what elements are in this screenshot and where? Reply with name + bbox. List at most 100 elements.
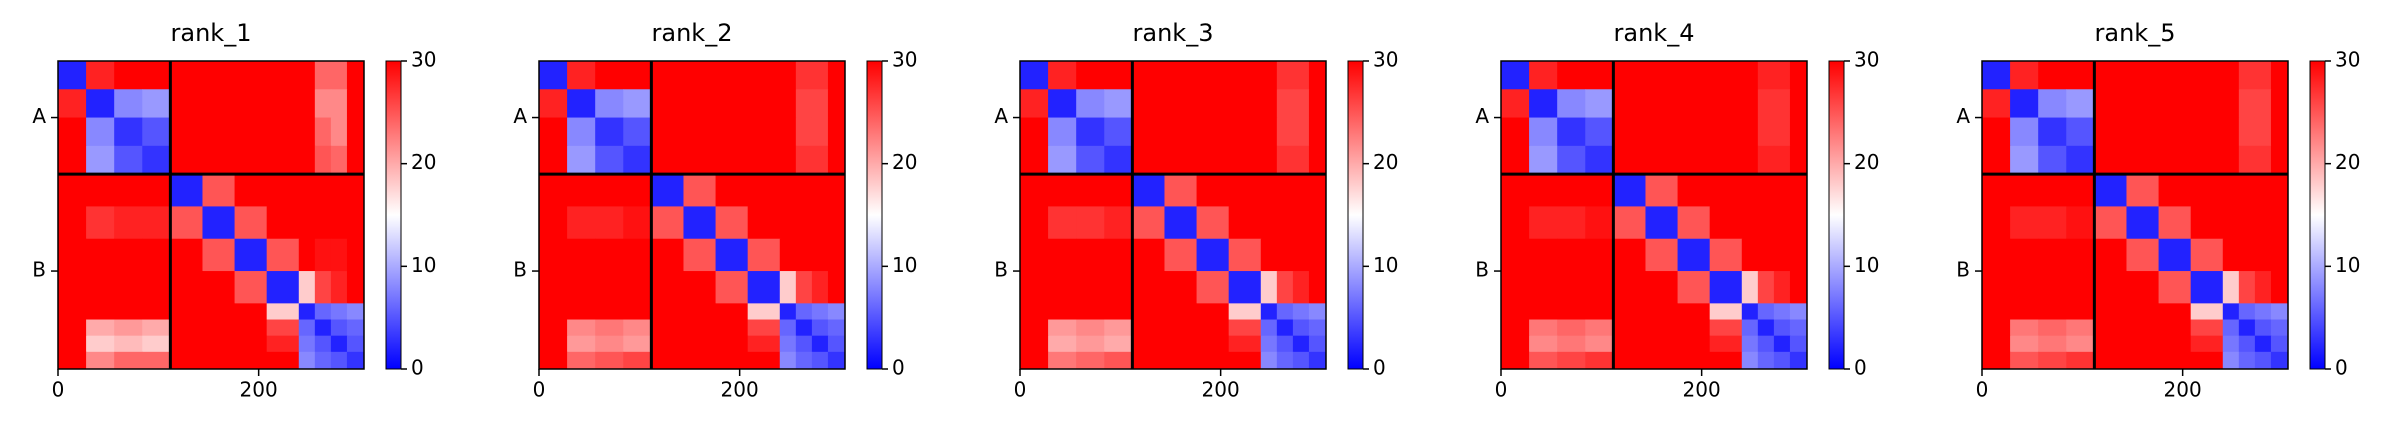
heatmap-cell xyxy=(2254,174,2272,207)
heatmap-cell xyxy=(1292,351,1310,370)
heatmap-cell xyxy=(1501,117,1530,147)
heatmap-cell xyxy=(1132,238,1165,272)
heatmap-cell xyxy=(1076,206,1105,240)
heatmap-cell xyxy=(298,351,316,370)
heatmap-cell xyxy=(2094,335,2127,353)
heatmap-cell xyxy=(1757,174,1775,207)
heatmap-cell xyxy=(266,61,300,90)
heatmap-cell xyxy=(346,89,365,119)
heatmap-cell xyxy=(1529,174,1558,207)
heatmap-cell xyxy=(330,351,348,370)
heatmap-cell xyxy=(202,145,236,175)
heatmap-cell xyxy=(827,335,846,353)
heatmap-cell xyxy=(1645,117,1679,147)
heatmap-cell xyxy=(314,117,332,147)
heatmap-cell xyxy=(1773,238,1791,272)
heatmap-cell xyxy=(298,145,316,175)
heatmap-cell xyxy=(827,303,846,321)
heatmap-cell xyxy=(1982,319,2011,337)
colorbar-tick-label: 30 xyxy=(1854,48,1879,72)
heatmap-cell xyxy=(1741,206,1759,240)
heatmap-cell xyxy=(234,271,268,304)
heatmap-cell xyxy=(539,351,568,370)
heatmap-cell xyxy=(595,117,624,147)
heatmap-cell xyxy=(623,238,652,272)
heatmap-cell xyxy=(1276,303,1294,321)
heatmap-cell xyxy=(1076,174,1105,207)
heatmap-cell xyxy=(1613,117,1646,147)
heatmap-cell xyxy=(1757,319,1775,337)
heatmap-cell xyxy=(1741,335,1759,353)
heatmap-cell xyxy=(1196,61,1230,90)
heatmap-cell xyxy=(142,319,171,337)
heatmap-cell xyxy=(2126,89,2160,119)
heatmap-cell xyxy=(202,117,236,147)
heatmap-cell xyxy=(567,238,596,272)
heatmap-cell xyxy=(1773,271,1791,304)
heatmap-cell xyxy=(142,271,171,304)
heatmap-cell xyxy=(1104,89,1133,119)
heatmap-cell xyxy=(346,351,365,370)
heatmap-cell xyxy=(202,319,236,337)
heatmap-cell xyxy=(2038,335,2067,353)
heatmap-cell xyxy=(2238,174,2256,207)
colorbar-tick-label: 10 xyxy=(1854,253,1879,277)
heatmap-cell xyxy=(1104,271,1133,304)
heatmap-cell xyxy=(2066,303,2095,321)
heatmap-cell xyxy=(330,303,348,321)
heatmap-cell xyxy=(142,89,171,119)
heatmap-cell xyxy=(2066,238,2095,272)
heatmap-cell xyxy=(1773,335,1791,353)
heatmap-cell xyxy=(1048,335,1077,353)
heatmap-cell xyxy=(298,271,316,304)
heatmap-cell xyxy=(2222,89,2240,119)
heatmap-cell xyxy=(1276,174,1294,207)
heatmap-cell xyxy=(811,351,829,370)
heatmap-cell xyxy=(86,174,115,207)
heatmap-cell xyxy=(1709,335,1743,353)
heatmap-cell xyxy=(1585,174,1614,207)
heatmap-cell xyxy=(1982,145,2011,175)
heatmap-cell xyxy=(1557,303,1586,321)
heatmap-cell xyxy=(1308,303,1327,321)
heatmap-cell xyxy=(1076,351,1105,370)
heatmap-cell xyxy=(623,174,652,207)
heatmap-cell xyxy=(1645,61,1679,90)
heatmap-cell xyxy=(2010,89,2039,119)
colorbar-tick-label: 20 xyxy=(2335,150,2360,174)
heatmap-cell xyxy=(715,61,749,90)
heatmap-cell xyxy=(1557,351,1586,370)
heatmap-cell xyxy=(2270,335,2289,353)
heatmap-cell xyxy=(2238,303,2256,321)
heatmap-cell xyxy=(1501,61,1530,90)
heatmap-cell xyxy=(1585,303,1614,321)
heatmap-cell xyxy=(1709,351,1743,370)
heatmap-cell xyxy=(795,319,813,337)
heatmap-cell xyxy=(114,117,143,147)
heatmap-cell xyxy=(142,206,171,240)
y-tick-label: A xyxy=(32,104,46,128)
heatmap-cell xyxy=(2238,238,2256,272)
heatmap-cell xyxy=(1104,206,1133,240)
heatmap-cell xyxy=(827,351,846,370)
heatmap-cell xyxy=(1276,89,1294,119)
colorbar-tick-label: 20 xyxy=(411,150,436,174)
heatmap-cell xyxy=(1585,271,1614,304)
colorbar xyxy=(385,60,402,370)
heatmap-cell xyxy=(2126,319,2160,337)
heatmap-cell xyxy=(1773,319,1791,337)
heatmap-cell xyxy=(1260,238,1278,272)
heatmap-cell xyxy=(2190,145,2224,175)
y-tick-label: B xyxy=(32,258,46,282)
heatmap-cell xyxy=(1557,206,1586,240)
heatmap-cell xyxy=(1260,61,1278,90)
heatmap-cell xyxy=(1529,206,1558,240)
heatmap-cell xyxy=(234,61,268,90)
heatmap-cell xyxy=(747,89,781,119)
heatmap-cell xyxy=(651,238,684,272)
heatmap-cell xyxy=(1613,335,1646,353)
heatmap-cell xyxy=(314,319,332,337)
heatmap-cell xyxy=(314,61,332,90)
panel: rank_3 0 200 A B 0 10 20 30 xyxy=(994,19,1398,402)
heatmap-cell xyxy=(86,89,115,119)
